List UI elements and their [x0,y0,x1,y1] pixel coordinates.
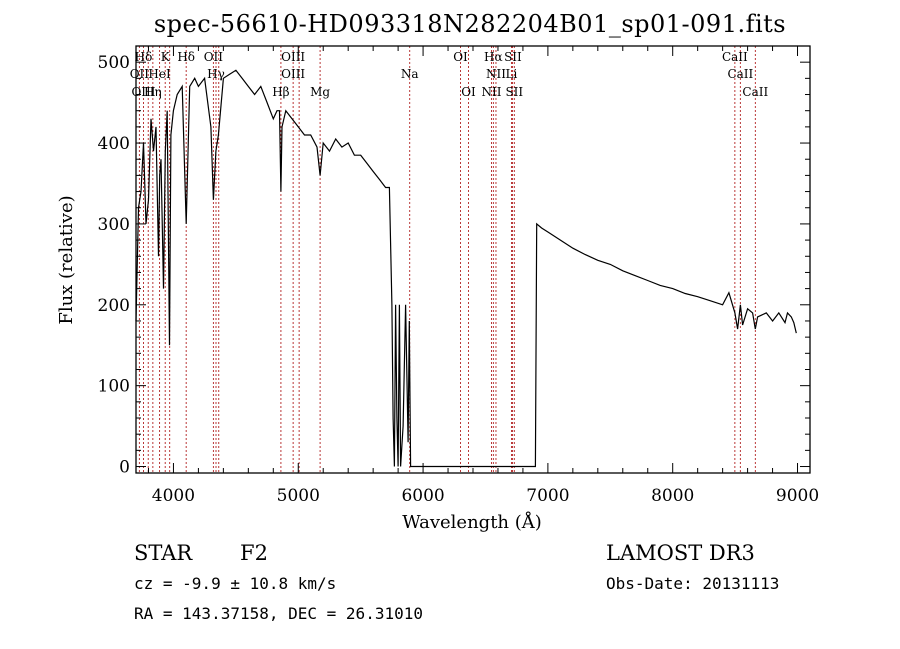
x-tick-label: 6000 [401,486,444,506]
y-tick-label: 500 [98,53,130,73]
line-label-14: NII [486,67,506,81]
x-tick-label: 9000 [776,486,819,506]
x-tick-label: 5000 [277,486,320,506]
line-label-9: OII [130,67,150,81]
line-label-19: Hβ [272,85,289,99]
line-label-21: OI [461,85,476,99]
line-label-4: OIII [281,50,305,64]
line-label-22: NII [481,85,501,99]
coordinates-readout: RA = 143.37158, DEC = 26.31010 [134,604,423,623]
x-tick-label: 4000 [152,486,195,506]
line-label-24: CaII [742,85,768,99]
line-label-5: OI [453,50,468,64]
redshift-readout: cz = -9.9 ± 10.8 km/s [134,574,336,593]
line-label-23: SII [505,85,523,99]
line-label-6: Hα [484,50,503,64]
y-axis-label: Flux (relative) [56,195,77,324]
obs-date: Obs-Date: 20131113 [606,574,779,593]
line-label-0: Hδ [135,50,153,64]
chart-title: spec-56610-HD093318N282204B01_sp01-091.f… [154,10,786,38]
line-label-1: K [161,50,171,64]
y-tick-label: 200 [98,296,130,316]
line-label-13: Na [401,67,419,81]
plot-frame [135,45,811,474]
line-label-7: SII [504,50,522,64]
line-label-11: Hγ [207,67,225,81]
line-label-18: Hη [144,85,162,99]
line-label-16: CaII [727,67,753,81]
x-axis-label: Wavelength (Å) [402,511,542,533]
object-subclass: F2 [240,541,268,565]
line-label-10: HeI [148,67,171,81]
y-tick-label: 400 [98,134,130,154]
line-label-12: OIII [281,67,305,81]
y-tick-label: 100 [98,377,130,397]
emission-line-markers [138,46,756,473]
object-class: STAR [134,541,193,565]
line-label-3: OII [204,50,224,64]
y-tick-label: 300 [98,215,130,235]
x-tick-label: 7000 [526,486,569,506]
line-label-20: Mg [310,85,330,99]
line-label-15: Li [506,67,518,81]
axis-ticks: 4000 5000 6000 7000 8000 9000 0 100 200 300 400 500 [98,46,819,506]
x-tick-label: 8000 [651,486,694,506]
survey-name: LAMOST DR3 [606,541,755,565]
line-label-17: OIII [131,85,155,99]
line-label-8: CaII [722,50,748,64]
line-label-2: Hδ [177,50,195,64]
spectrum-series-line [135,69,797,468]
y-tick-label: 0 [119,458,130,478]
